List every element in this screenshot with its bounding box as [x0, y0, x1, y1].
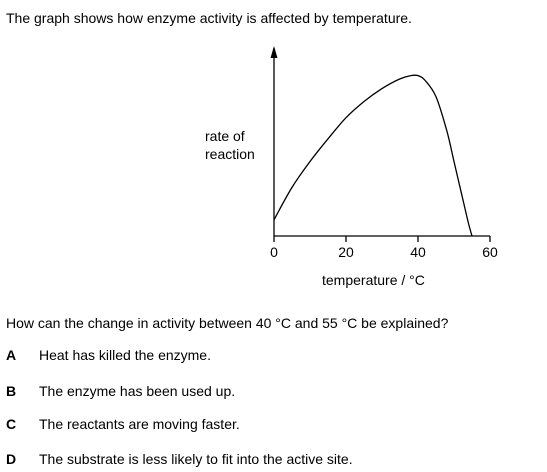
x-tick-label: 60 [482, 244, 498, 260]
option-text: The reactants are moving faster. [39, 416, 240, 432]
y-axis-label: rate of reaction [205, 127, 255, 163]
x-tick-label: 40 [410, 244, 426, 260]
option-b[interactable]: B The enzyme has been used up. [6, 383, 235, 399]
y-axis-label-line-2: reaction [205, 146, 255, 162]
option-letter: C [6, 416, 17, 432]
intro-text: The graph shows how enzyme activity is a… [6, 10, 412, 26]
activity-curve [273, 74, 473, 237]
option-a[interactable]: A Heat has killed the enzyme. [6, 347, 211, 363]
question-text: How can the change in activity between 4… [6, 315, 449, 331]
y-axis-arrow [270, 46, 278, 58]
option-text: The substrate is less likely to fit into… [39, 451, 353, 467]
option-letter: A [6, 347, 17, 363]
x-tick-label: 20 [338, 244, 354, 260]
option-text: The enzyme has been used up. [39, 383, 236, 399]
option-c[interactable]: C The reactants are moving faster. [6, 416, 240, 432]
option-letter: B [6, 383, 17, 399]
x-axis-label: temperature / °C [322, 272, 425, 288]
y-axis-label-line-1: rate of [205, 128, 245, 144]
option-d[interactable]: D The substrate is less likely to fit int… [6, 451, 353, 467]
x-tick-label: 0 [270, 244, 278, 260]
option-text: Heat has killed the enzyme. [39, 347, 211, 363]
option-letter: D [6, 451, 17, 467]
enzyme-activity-graph: 0 20 40 60 [270, 46, 498, 260]
